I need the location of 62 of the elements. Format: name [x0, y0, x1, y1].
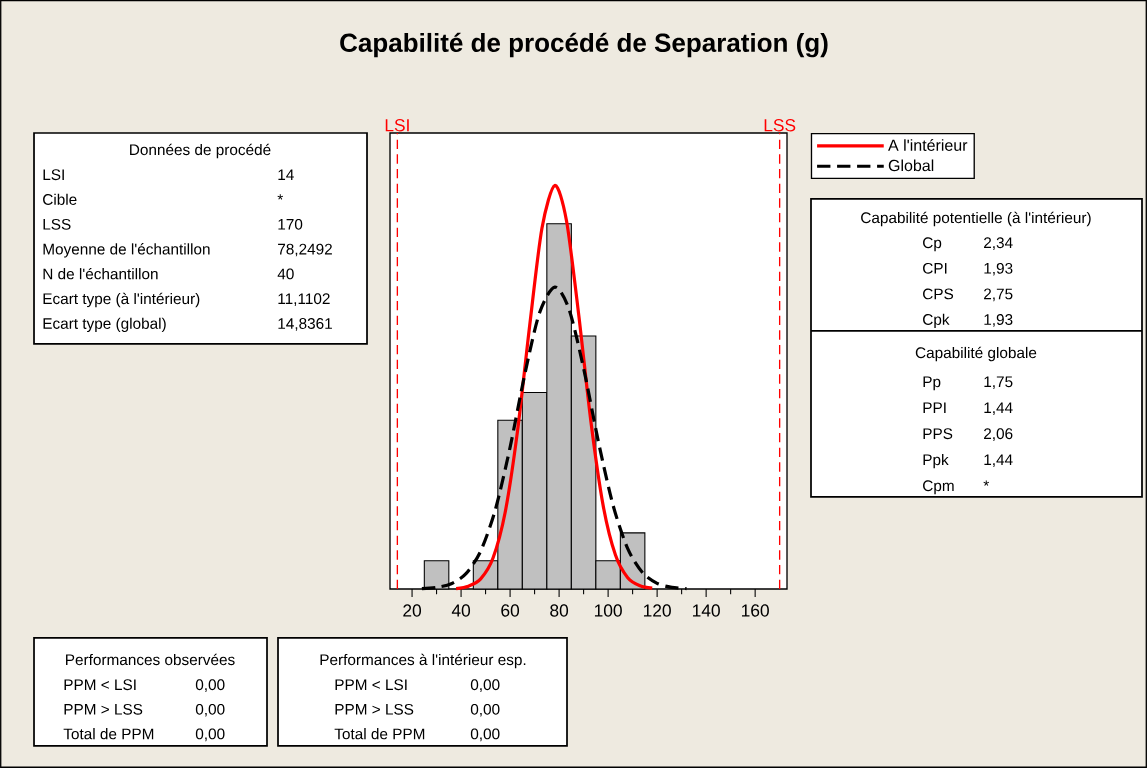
- text: 1,44: [984, 402, 1013, 415]
- text: 0,00: [195, 728, 225, 742]
- text: 0,00: [470, 703, 500, 717]
- text: 40: [277, 268, 294, 280]
- text: N de l'échantillon: [43, 267, 158, 280]
- text: Capabilité potentielle (à l'intérieur): [861, 211, 1091, 227]
- x-tick-label: 100: [594, 604, 622, 617]
- text: Moyenne de l'échantillon: [43, 243, 210, 258]
- chart-title: Capabilité de procédé de Separation (g): [340, 32, 828, 58]
- x-tick-label: 40: [451, 604, 471, 617]
- text: Total de PPM: [334, 728, 425, 740]
- x-tick-label: 60: [501, 604, 520, 617]
- text: LSS: [43, 218, 71, 230]
- text: *: [277, 194, 283, 200]
- text: Cpm: [923, 480, 954, 495]
- x-tick-label: 80: [550, 604, 569, 617]
- text: PPM > LSS: [64, 703, 143, 715]
- text: Pp: [923, 376, 941, 391]
- text: Cpk: [923, 313, 950, 328]
- text: CPS: [923, 288, 954, 300]
- text: 170: [278, 218, 303, 230]
- text: PPM > LSS: [335, 703, 414, 715]
- legend-label: A l'intérieur: [888, 139, 968, 151]
- text: PPM < LSI: [64, 679, 136, 691]
- text: 0,00: [470, 728, 500, 742]
- text: Ecart type (global): [43, 317, 166, 332]
- text: 14,8361: [278, 318, 332, 331]
- ref-line-label: LSI: [385, 119, 409, 132]
- text: Total de PPM: [63, 728, 154, 740]
- text: 1,93: [984, 262, 1013, 276]
- text: Ecart type (à l'intérieur): [43, 292, 200, 308]
- text: Cp: [923, 237, 942, 252]
- text: 2,75: [984, 288, 1013, 302]
- text: 14: [278, 169, 294, 180]
- text: 78,2492: [278, 243, 332, 257]
- text: 0,00: [470, 679, 500, 692]
- text: Performances observées: [66, 653, 235, 666]
- text: *: [983, 480, 989, 486]
- text: LSI: [43, 169, 64, 181]
- text: PPI: [923, 402, 946, 413]
- text: PPS: [923, 428, 953, 440]
- text: CPI: [923, 262, 947, 274]
- ref-line-label: LSS: [764, 119, 796, 132]
- text: Performances à l'intérieur esp.: [320, 653, 526, 669]
- text: 2,34: [984, 237, 1013, 250]
- text: 1,93: [984, 314, 1013, 327]
- x-tick-label: 140: [692, 604, 720, 617]
- x-tick-label: 20: [403, 604, 422, 617]
- text: Capabilité globale: [915, 346, 1037, 362]
- text: 11,1102: [278, 293, 330, 306]
- text: 1,75: [984, 376, 1013, 389]
- text: Ppk: [923, 453, 949, 469]
- text: 0,00: [195, 703, 225, 717]
- x-tick-label: 160: [742, 604, 769, 617]
- text: Cible: [43, 193, 77, 205]
- text: PPM < LSI: [335, 679, 407, 691]
- text: Données de procédé: [130, 143, 271, 159]
- text: 0,00: [195, 679, 225, 692]
- text: 1,44: [984, 454, 1013, 467]
- text: 2,06: [984, 428, 1013, 441]
- x-tick-label: 120: [643, 604, 671, 617]
- legend-label: Global: [888, 159, 934, 172]
